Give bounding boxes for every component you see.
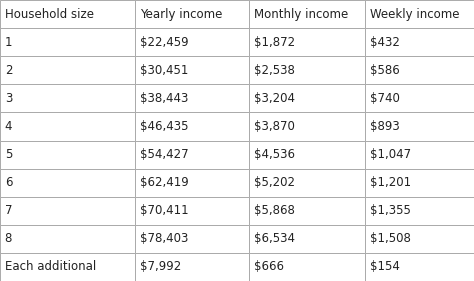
Text: 4: 4 — [5, 120, 12, 133]
Text: $6,534: $6,534 — [254, 232, 294, 245]
Bar — [0, 197, 135, 225]
Text: $62,419: $62,419 — [140, 176, 189, 189]
Text: $1,872: $1,872 — [254, 36, 295, 49]
Bar — [249, 56, 365, 84]
Text: $432: $432 — [370, 36, 400, 49]
Text: Yearly income: Yearly income — [140, 8, 222, 21]
Text: 6: 6 — [5, 176, 12, 189]
Text: $3,204: $3,204 — [254, 92, 294, 105]
Text: $154: $154 — [370, 260, 400, 273]
Text: $666: $666 — [254, 260, 283, 273]
Bar — [135, 112, 249, 140]
Bar — [0, 112, 135, 140]
Text: $1,047: $1,047 — [370, 148, 411, 161]
Bar — [135, 169, 249, 197]
Text: $2,538: $2,538 — [254, 64, 294, 77]
Bar — [0, 140, 135, 169]
Text: 2: 2 — [5, 64, 12, 77]
Bar — [135, 225, 249, 253]
Bar — [249, 28, 365, 56]
Text: Household size: Household size — [5, 8, 94, 21]
Text: $46,435: $46,435 — [140, 120, 188, 133]
Bar — [249, 253, 365, 281]
Text: $5,202: $5,202 — [254, 176, 294, 189]
Bar — [135, 140, 249, 169]
Bar — [0, 225, 135, 253]
Bar — [365, 140, 474, 169]
Text: $22,459: $22,459 — [140, 36, 189, 49]
Text: $70,411: $70,411 — [140, 204, 189, 217]
Text: Weekly income: Weekly income — [370, 8, 459, 21]
Bar — [365, 225, 474, 253]
Bar — [249, 197, 365, 225]
Text: 1: 1 — [5, 36, 12, 49]
Bar — [365, 56, 474, 84]
Bar — [365, 84, 474, 112]
Bar — [365, 0, 474, 28]
Text: $893: $893 — [370, 120, 400, 133]
Text: $78,403: $78,403 — [140, 232, 188, 245]
Bar — [249, 84, 365, 112]
Bar — [365, 253, 474, 281]
Text: $740: $740 — [370, 92, 400, 105]
Text: 7: 7 — [5, 204, 12, 217]
Text: $1,355: $1,355 — [370, 204, 410, 217]
Text: $1,201: $1,201 — [370, 176, 411, 189]
Bar — [249, 140, 365, 169]
Bar — [0, 28, 135, 56]
Bar — [365, 169, 474, 197]
Bar — [0, 56, 135, 84]
Bar — [135, 197, 249, 225]
Bar — [135, 253, 249, 281]
Text: $30,451: $30,451 — [140, 64, 188, 77]
Bar — [0, 0, 135, 28]
Bar — [249, 112, 365, 140]
Bar — [365, 28, 474, 56]
Text: $38,443: $38,443 — [140, 92, 188, 105]
Bar — [135, 28, 249, 56]
Text: $5,868: $5,868 — [254, 204, 294, 217]
Text: $4,536: $4,536 — [254, 148, 294, 161]
Text: $7,992: $7,992 — [140, 260, 181, 273]
Text: $1,508: $1,508 — [370, 232, 410, 245]
Bar — [249, 0, 365, 28]
Bar — [249, 169, 365, 197]
Text: 8: 8 — [5, 232, 12, 245]
Bar — [365, 197, 474, 225]
Text: $586: $586 — [370, 64, 400, 77]
Text: Monthly income: Monthly income — [254, 8, 348, 21]
Bar — [249, 225, 365, 253]
Bar — [135, 56, 249, 84]
Bar — [135, 84, 249, 112]
Bar — [0, 253, 135, 281]
Bar — [0, 84, 135, 112]
Bar — [0, 169, 135, 197]
Bar — [135, 0, 249, 28]
Text: $3,870: $3,870 — [254, 120, 294, 133]
Text: $54,427: $54,427 — [140, 148, 189, 161]
Bar — [365, 112, 474, 140]
Text: 3: 3 — [5, 92, 12, 105]
Text: Each additional: Each additional — [5, 260, 96, 273]
Text: 5: 5 — [5, 148, 12, 161]
